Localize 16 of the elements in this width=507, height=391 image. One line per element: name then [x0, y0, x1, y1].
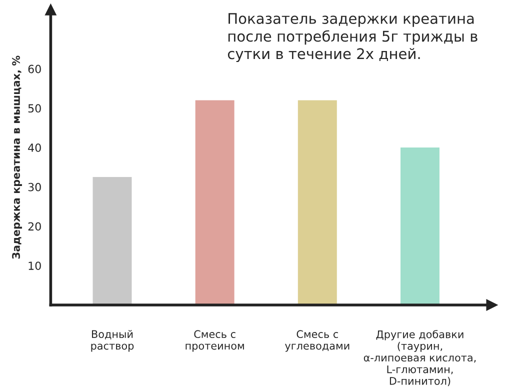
y-tick-label: 60 — [28, 64, 41, 74]
x-tick-label: Смесь с углеводами — [285, 330, 350, 352]
y-axis-title: Задержка креатина в мышцах, % — [12, 56, 22, 259]
bar — [298, 100, 337, 305]
y-tick-label: 50 — [28, 104, 41, 113]
y-tick-label: 20 — [28, 222, 41, 231]
x-tick-label: Смесь с протеином — [186, 330, 244, 352]
bar — [195, 100, 234, 305]
bar — [400, 148, 440, 305]
y-tick-label: 30 — [28, 182, 41, 192]
bar — [92, 177, 132, 305]
text: Показатель задержки креатина после потребления 5г трижды в сутки в течение 2х дней. — [228, 13, 478, 62]
y-tick-label: 10 — [28, 262, 41, 270]
y-tick-label: 40 — [28, 144, 41, 152]
x-tick-label: Водный раствор — [91, 330, 134, 352]
x-tick-label: Другие добавки (таурин, α-липоевая кислота, L-глютамин, D-пинитол) — [364, 330, 476, 386]
